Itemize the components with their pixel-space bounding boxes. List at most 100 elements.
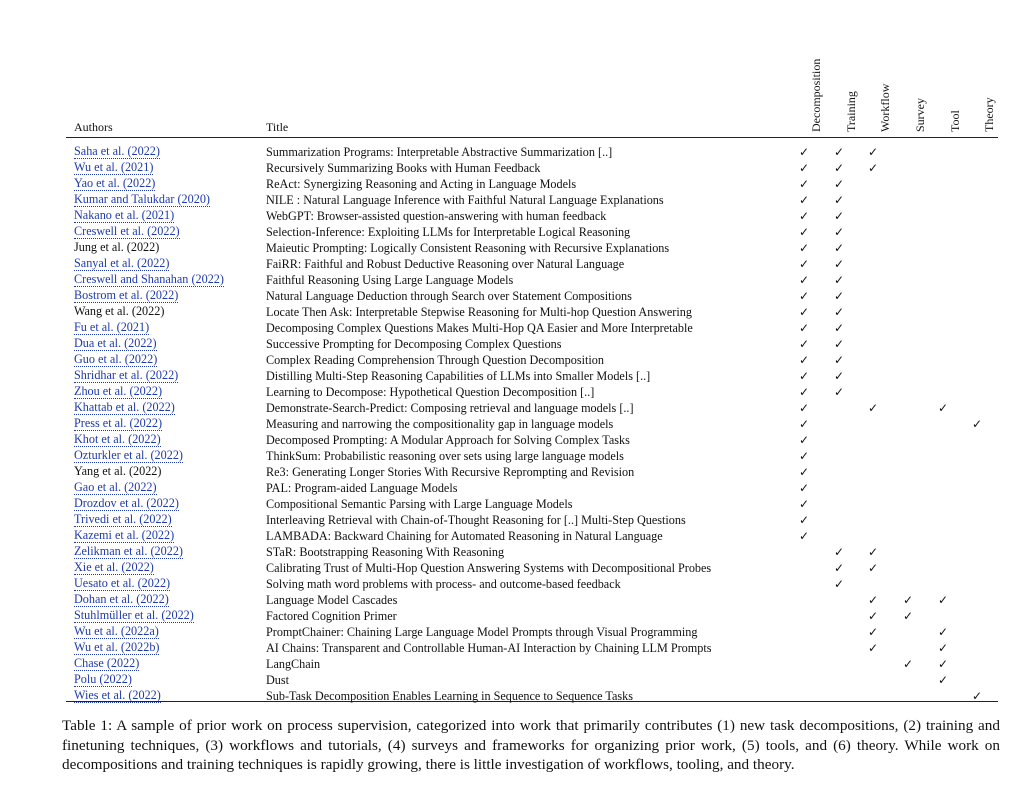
citation-link[interactable]: Wu et al. (2022a) <box>74 624 159 639</box>
checkmark-icon: ✓ <box>798 177 810 191</box>
paper-title: Dust <box>266 673 290 687</box>
table-top-rule <box>66 137 998 138</box>
citation-link[interactable]: Creswell et al. (2022) <box>74 224 180 239</box>
paper-title: Demonstrate-Search-Predict: Composing re… <box>266 401 634 415</box>
checkmark-icon: ✓ <box>833 273 845 287</box>
column-header-tool: Tool <box>948 110 962 132</box>
checkmark-icon: ✓ <box>833 577 845 591</box>
table-row: Bostrom et al. (2022) Natural Language De… <box>0 288 1009 304</box>
checkmark-icon: ✓ <box>937 625 949 639</box>
citation-text: Wang et al. (2022) <box>74 304 165 318</box>
table-row: Chase (2022) LangChain ✓ ✓ <box>0 656 1009 672</box>
table-row: Trivedi et al. (2022) Interleaving Retrie… <box>0 512 1009 528</box>
paper-title: NILE : Natural Language Inference with F… <box>266 193 664 207</box>
citation-link[interactable]: Shridhar et al. (2022) <box>74 368 179 383</box>
checkmark-icon: ✓ <box>833 161 845 175</box>
citation-link[interactable]: Kumar and Talukdar (2020) <box>74 192 210 207</box>
citation-link[interactable]: Guo et al. (2022) <box>74 352 158 367</box>
citation-link[interactable]: Chase (2022) <box>74 656 140 671</box>
table-row: Wang et al. (2022) Locate Then Ask: Inter… <box>0 304 1009 320</box>
checkmark-icon: ✓ <box>971 689 983 703</box>
checkmark-icon: ✓ <box>937 593 949 607</box>
table-row: Uesato et al. (2022) Solving math word pr… <box>0 576 1009 592</box>
checkmark-icon: ✓ <box>867 609 879 623</box>
checkmark-icon: ✓ <box>867 401 879 415</box>
citation-link[interactable]: Stuhlmüller et al. (2022) <box>74 608 194 623</box>
table-bottom-rule <box>66 701 998 702</box>
checkmark-icon: ✓ <box>833 225 845 239</box>
paper-title: WebGPT: Browser-assisted question-answer… <box>266 209 607 223</box>
paper-title: Measuring and narrowing the compositiona… <box>266 417 614 431</box>
checkmark-icon: ✓ <box>867 593 879 607</box>
table-caption: Table 1: A sample of prior work on proce… <box>62 717 1000 774</box>
checkmark-icon: ✓ <box>798 273 810 287</box>
checkmark-icon: ✓ <box>798 241 810 255</box>
checkmark-icon: ✓ <box>798 497 810 511</box>
table-row: Creswell and Shanahan (2022) Faithful Rea… <box>0 272 1009 288</box>
citation-link[interactable]: Zelikman et al. (2022) <box>74 544 183 559</box>
table-row: Ozturkler et al. (2022) ThinkSum: Probabi… <box>0 448 1009 464</box>
checkmark-icon: ✓ <box>902 609 914 623</box>
citation-link[interactable]: Bostrom et al. (2022) <box>74 288 179 303</box>
citation-link[interactable]: Dua et al. (2022) <box>74 336 157 351</box>
citation-link[interactable]: Saha et al. (2022) <box>74 144 160 159</box>
paper-title: Compositional Semantic Parsing with Larg… <box>266 497 573 511</box>
paper-title: AI Chains: Transparent and Controllable … <box>266 641 712 655</box>
paper-title: Decomposed Prompting: A Modular Approach… <box>266 433 630 447</box>
paper-title: Selection-Inference: Exploiting LLMs for… <box>266 225 631 239</box>
citation-link[interactable]: Polu (2022) <box>74 672 132 687</box>
citation-link[interactable]: Ozturkler et al. (2022) <box>74 448 183 463</box>
checkmark-icon: ✓ <box>798 385 810 399</box>
citation-link[interactable]: Kazemi et al. (2022) <box>74 528 175 543</box>
citation-link[interactable]: Uesato et al. (2022) <box>74 576 171 591</box>
citation-link[interactable]: Nakano et al. (2021) <box>74 208 175 223</box>
checkmark-icon: ✓ <box>833 337 845 351</box>
checkmark-icon: ✓ <box>798 353 810 367</box>
table-row: Creswell et al. (2022) Selection-Inferenc… <box>0 224 1009 240</box>
paper-title: LangChain <box>266 657 321 671</box>
checkmark-icon: ✓ <box>937 657 949 671</box>
checkmark-icon: ✓ <box>971 417 983 431</box>
authors-header: Authors <box>74 120 113 134</box>
table-row: Nakano et al. (2021) WebGPT: Browser-assi… <box>0 208 1009 224</box>
citation-link[interactable]: Wu et al. (2022b) <box>74 640 160 655</box>
column-header-decomposition: Decomposition <box>809 58 823 132</box>
citation-link[interactable]: Fu et al. (2021) <box>74 320 150 335</box>
checkmark-icon: ✓ <box>902 593 914 607</box>
citation-link[interactable]: Yao et al. (2022) <box>74 176 156 191</box>
checkmark-icon: ✓ <box>867 625 879 639</box>
citation-link[interactable]: Dohan et al. (2022) <box>74 592 169 607</box>
checkmark-icon: ✓ <box>798 209 810 223</box>
table-row: Yang et al. (2022) Re3: Generating Longer… <box>0 464 1009 480</box>
paper-title: Complex Reading Comprehension Through Qu… <box>266 353 604 367</box>
citation-link[interactable]: Khot et al. (2022) <box>74 432 161 447</box>
citation-link[interactable]: Khattab et al. (2022) <box>74 400 175 415</box>
citation-link[interactable]: Trivedi et al. (2022) <box>74 512 172 527</box>
citation-link[interactable]: Gao et al. (2022) <box>74 480 157 495</box>
checkmark-icon: ✓ <box>798 417 810 431</box>
citation-link[interactable]: Wies et al. (2022) <box>74 688 161 703</box>
paper-title: Solving math word problems with process-… <box>266 577 621 591</box>
checkmark-icon: ✓ <box>798 257 810 271</box>
table-row: Dua et al. (2022) Successive Prompting fo… <box>0 336 1009 352</box>
paper-title: STaR: Bootstrapping Reasoning With Reaso… <box>266 545 505 559</box>
table-row: Wu et al. (2022a) PromptChainer: Chaining… <box>0 624 1009 640</box>
table-row: Xie et al. (2022) Calibrating Trust of Mu… <box>0 560 1009 576</box>
citation-link[interactable]: Sanyal et al. (2022) <box>74 256 170 271</box>
paper-title: Locate Then Ask: Interpretable Stepwise … <box>266 305 692 319</box>
citation-link[interactable]: Press et al. (2022) <box>74 416 163 431</box>
table-row: Shridhar et al. (2022) Distilling Multi-S… <box>0 368 1009 384</box>
citation-link[interactable]: Zhou et al. (2022) <box>74 384 162 399</box>
citation-link[interactable]: Drozdov et al. (2022) <box>74 496 179 511</box>
paper-title: PAL: Program-aided Language Models <box>266 481 458 495</box>
checkmark-icon: ✓ <box>833 305 845 319</box>
checkmark-icon: ✓ <box>833 177 845 191</box>
citation-link[interactable]: Creswell and Shanahan (2022) <box>74 272 224 287</box>
paper-title: Language Model Cascades <box>266 593 398 607</box>
citation-link[interactable]: Xie et al. (2022) <box>74 560 154 575</box>
table-row: Fu et al. (2021) Decomposing Complex Ques… <box>0 320 1009 336</box>
citation-link[interactable]: Wu et al. (2021) <box>74 160 154 175</box>
checkmark-icon: ✓ <box>798 225 810 239</box>
paper-title: Decomposing Complex Questions Makes Mult… <box>266 321 693 335</box>
checkmark-icon: ✓ <box>798 401 810 415</box>
